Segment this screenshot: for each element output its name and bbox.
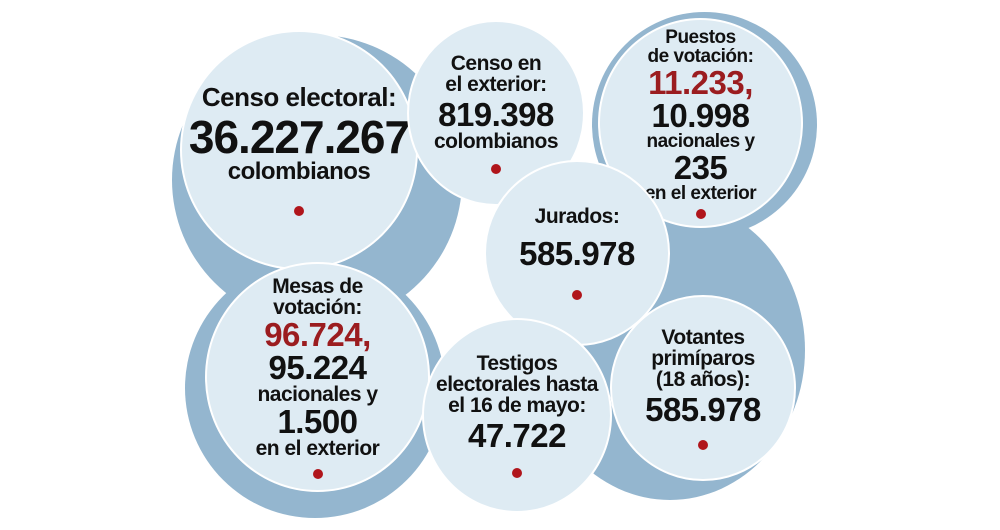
- bubble-testigos-electorales: Testigos electorales hasta el 16 de mayo…: [422, 318, 612, 513]
- bubble-votantes-primiparos: Votantes primíparos (18 años): 585.978: [610, 295, 796, 481]
- exterior-unit: colombianos: [433, 129, 559, 153]
- puestos-nacionales-value: 10.998: [651, 96, 750, 134]
- jurados-value: 585.978: [519, 235, 635, 272]
- exterior-label-line1: Censo en: [450, 51, 542, 75]
- mesas-total: 96.724,: [264, 315, 371, 353]
- mesas-nacionales-label: nacionales y: [257, 382, 378, 406]
- censo-label: Censo electoral:: [201, 82, 397, 112]
- bubble-jurados: Jurados: 585.978: [484, 160, 670, 346]
- votantes-label-line2: primíparos: [651, 346, 755, 370]
- puestos-exterior-label: en el exterior: [644, 182, 757, 204]
- votantes-value: 585.978: [645, 390, 761, 428]
- votantes-label-line3: (18 años):: [655, 367, 751, 391]
- testigos-label-line3: el 16 de mayo:: [448, 394, 586, 417]
- puestos-total: 11.233,: [648, 63, 753, 101]
- votantes-label-line1: Votantes: [661, 325, 745, 349]
- bullet-dot: [695, 208, 706, 219]
- testigos-value: 47.722: [468, 417, 566, 454]
- puestos-nacionales-label: nacionales y: [646, 130, 755, 152]
- mesas-exterior-value: 1.500: [277, 402, 358, 440]
- testigos-label-line2: electorales hasta: [436, 373, 598, 396]
- mesas-exterior-label: en el exterior: [255, 436, 380, 460]
- mesas-label-line1: Mesas de: [272, 274, 363, 298]
- bubble-censo-electoral: Censo electoral: 36.227.267 colombianos: [180, 30, 418, 270]
- censo-value: 36.227.267: [188, 111, 410, 163]
- bubble-mesas-votacion: Mesas de votación: 96.724, 95.224 nacion…: [205, 262, 430, 492]
- puestos-label-line2: de votación:: [647, 45, 754, 67]
- bullet-dot: [572, 290, 582, 300]
- jurados-label: Jurados:: [534, 205, 620, 228]
- testigos-label-line1: Testigos: [476, 352, 558, 375]
- bullet-dot: [312, 468, 323, 479]
- puestos-exterior-value: 235: [673, 148, 728, 186]
- censo-unit: colombianos: [227, 158, 371, 185]
- bullet-dot: [512, 468, 522, 478]
- bullet-dot: [491, 163, 501, 174]
- exterior-value: 819.398: [438, 95, 554, 133]
- mesas-label-line2: votación:: [273, 295, 362, 319]
- puestos-label-line1: Puestos: [665, 26, 736, 48]
- exterior-label-line2: el exterior:: [445, 72, 547, 96]
- bullet-dot: [698, 439, 708, 450]
- mesas-nacionales-value: 95.224: [268, 348, 367, 386]
- bubble-puestos-votacion: Puestos de votación: 11.233, 10.998 naci…: [598, 18, 803, 228]
- bullet-dot: [294, 206, 304, 216]
